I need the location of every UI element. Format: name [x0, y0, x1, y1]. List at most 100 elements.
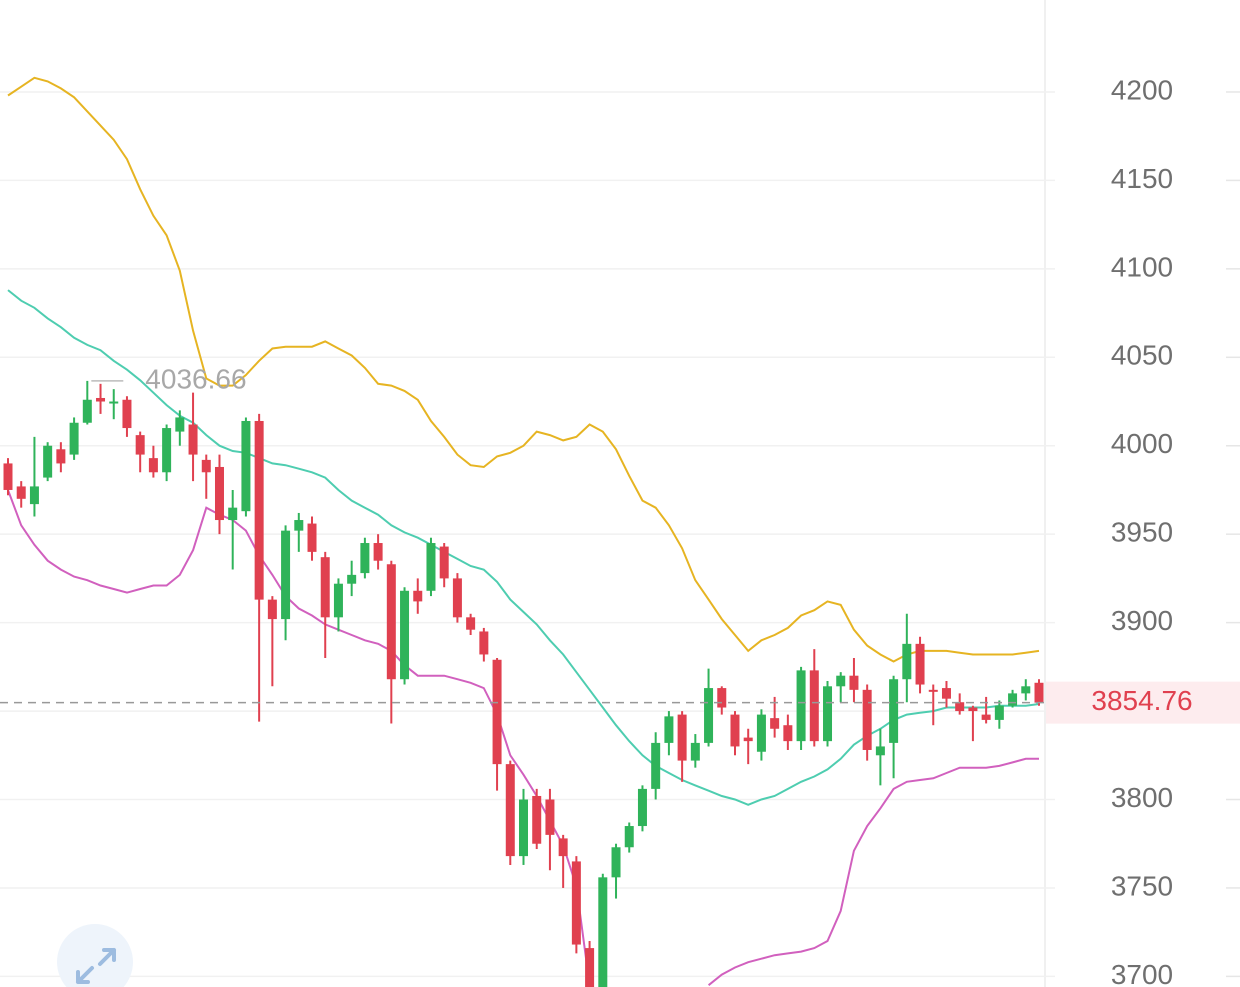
candle-body: [981, 714, 991, 720]
candle-body: [717, 688, 727, 708]
candle-body: [373, 543, 383, 561]
candle-body: [201, 459, 211, 473]
candle-body: [452, 578, 462, 618]
candle-body: [532, 795, 542, 844]
y-tick-label: 3900: [1111, 605, 1173, 636]
candle-body: [941, 688, 951, 699]
candle-body: [439, 546, 449, 579]
candle-body: [228, 507, 238, 521]
candle-body: [743, 737, 753, 742]
candle-body: [809, 670, 819, 742]
candle-body: [241, 420, 251, 512]
candle-body: [400, 590, 410, 680]
candle-body: [902, 643, 912, 680]
band-line: [7, 76, 1040, 663]
candle-body: [585, 948, 595, 987]
y-tick-label: 4000: [1111, 428, 1173, 459]
y-axis: 3700375038003850390039504000405041004150…: [1111, 74, 1240, 987]
candle-body: [849, 675, 859, 690]
expand-button[interactable]: [57, 924, 133, 987]
y-tick-label: 4150: [1111, 163, 1173, 194]
candle-body: [82, 399, 92, 423]
candle-body: [148, 458, 158, 473]
candle-body: [598, 877, 608, 987]
candle-body: [122, 399, 132, 429]
plot-area: [0, 76, 1045, 987]
candle-body: [730, 714, 740, 747]
candle-body: [307, 523, 317, 552]
grid: [0, 91, 1055, 978]
candle-body: [862, 689, 872, 750]
candle-body: [492, 659, 502, 765]
candle-body: [519, 799, 528, 857]
expand-icon: [76, 948, 116, 984]
candle-body: [690, 742, 700, 761]
candle-body: [1008, 693, 1018, 706]
candle-body: [69, 422, 79, 455]
candle-body: [29, 486, 39, 505]
y-tick-label: 4200: [1111, 74, 1173, 105]
candle-body: [188, 424, 198, 455]
y-tick-label: 3750: [1111, 870, 1173, 901]
candle-body: [254, 420, 264, 600]
last-price-label: 3854.76: [1091, 685, 1192, 716]
candle-body: [624, 826, 634, 848]
y-tick-label: 4050: [1111, 340, 1173, 371]
candle-body: [413, 590, 423, 602]
candle-body: [664, 716, 674, 743]
y-tick-label: 4100: [1111, 251, 1173, 282]
candle-body: [994, 705, 1004, 720]
band-line: [7, 489, 1039, 986]
candle-body: [1034, 682, 1044, 703]
candle-body: [386, 564, 396, 680]
candle-body: [426, 543, 436, 591]
candle-body: [783, 725, 793, 742]
candle-body: [611, 847, 621, 878]
candle-body: [677, 714, 687, 761]
candle-body: [479, 631, 489, 655]
candle-body: [281, 530, 291, 620]
candle-body: [968, 707, 978, 712]
expand-button-bg: [57, 924, 133, 987]
candle-body: [770, 718, 780, 729]
y-tick-label: 3800: [1111, 782, 1173, 813]
candle-body: [796, 670, 806, 742]
candle-body: [466, 617, 476, 630]
candle-body: [558, 838, 568, 857]
candle-body: [96, 397, 106, 402]
candle-body: [360, 543, 370, 574]
candle-body: [162, 428, 172, 473]
candle-body: [1021, 686, 1031, 694]
candle-body: [505, 764, 515, 857]
candle-body: [267, 599, 277, 620]
max-marker-label: 4036.66: [145, 363, 246, 394]
candle-body: [915, 643, 925, 685]
candle-body: [875, 746, 885, 756]
y-tick-label: 3950: [1111, 517, 1173, 548]
y-tick-label: 3700: [1111, 959, 1173, 987]
candle-body: [3, 463, 13, 490]
candle-body: [704, 688, 714, 743]
candle-body: [333, 583, 343, 618]
candle-body: [889, 679, 899, 743]
candle-body: [294, 520, 304, 531]
candle-body: [135, 435, 145, 455]
candle-body: [214, 466, 224, 521]
last-price-bg: [1046, 681, 1240, 724]
candle-body: [347, 574, 357, 584]
candle-body: [43, 445, 53, 478]
candle-body: [16, 486, 26, 499]
candle-body: [571, 861, 581, 945]
candle-body: [823, 686, 833, 742]
candle-body: [545, 799, 555, 835]
candle-body: [175, 417, 185, 432]
candle-body: [756, 714, 766, 752]
candle-body: [109, 401, 119, 404]
candle-body: [56, 449, 66, 464]
candle-body: [955, 702, 965, 712]
candle-body: [836, 675, 846, 687]
candle-body: [320, 557, 330, 618]
candle-body: [928, 689, 938, 692]
candle-body: [651, 742, 661, 789]
